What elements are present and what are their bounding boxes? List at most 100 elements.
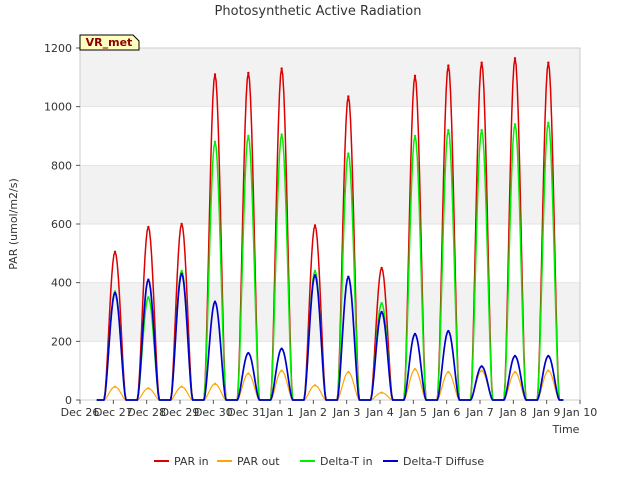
series-line-par-out [96, 368, 564, 401]
peak-point [480, 365, 483, 368]
grid-band [80, 48, 580, 107]
peak-point [280, 133, 283, 136]
peak-point [347, 95, 350, 98]
peak-point [413, 332, 417, 336]
legend-label: PAR in [174, 455, 209, 468]
site-badge: VR_met [79, 34, 140, 51]
peak-point [513, 354, 517, 358]
y-tick-label: 600 [51, 218, 72, 231]
peak-point [347, 152, 350, 155]
peak-point [213, 73, 217, 76]
legend-label: PAR out [237, 455, 280, 468]
peak-point [480, 128, 483, 132]
x-tick-label: Dec 27 [94, 406, 133, 419]
peak-point [180, 269, 183, 273]
peak-point [247, 134, 250, 138]
chart-title: Photosynthetic Active Radiation [215, 4, 422, 19]
peak-point [147, 387, 150, 390]
series-line-par-in [96, 57, 564, 401]
peak-point [113, 385, 117, 388]
peak-point [413, 368, 417, 371]
peak-point [413, 74, 417, 78]
x-tick-label: Jan 1 [265, 406, 293, 419]
x-tick-label: Jan 8 [499, 406, 527, 419]
series-line-delta-t-diffuse [96, 273, 564, 401]
peak-point [547, 121, 550, 125]
peak-point [380, 391, 383, 394]
peak-point [480, 61, 483, 64]
peak-point [213, 140, 217, 144]
peak-point [180, 222, 183, 226]
peak-point [547, 369, 550, 372]
peak-point [147, 296, 150, 299]
peak-point [380, 302, 383, 305]
peak-point [480, 369, 483, 372]
y-tick-label: 800 [51, 159, 72, 172]
peak-point [347, 275, 350, 278]
x-tick-label: Jan 4 [365, 406, 393, 419]
x-tick-label: Dec 29 [161, 406, 200, 419]
x-tick-label: Jan 2 [299, 406, 327, 419]
peak-point [147, 278, 150, 281]
peak-point [313, 269, 317, 273]
x-tick-label: Jan 9 [532, 406, 560, 419]
x-tick-label: Dec 30 [194, 406, 233, 419]
legend: PAR in PAR out Delta-T in Delta-T Diffuse [154, 455, 484, 468]
x-tick-label: Jan 10 [562, 406, 597, 419]
peak-point [247, 372, 250, 375]
peak-point [313, 274, 317, 277]
x-tick-label: Jan 3 [332, 406, 360, 419]
x-tick-label: Dec 26 [61, 406, 100, 419]
y-tick-label: 0 [65, 394, 72, 407]
peak-point [447, 329, 450, 333]
peak-point [247, 351, 250, 355]
x-tick-label: Jan 7 [465, 406, 493, 419]
peak-point [447, 64, 450, 67]
x-tick-label: Dec 31 [227, 406, 266, 419]
y-tick-label: 400 [51, 277, 72, 290]
peak-point [280, 67, 283, 70]
peak-point [547, 354, 550, 358]
y-tick-label: 200 [51, 335, 72, 348]
peak-point [547, 61, 550, 64]
grid-band [80, 282, 580, 342]
y-axis: 0 200 400 600 800 1000 1200 [44, 42, 80, 407]
peak-point [347, 370, 350, 374]
peak-point [513, 123, 517, 126]
peak-point [280, 369, 283, 372]
peak-point [280, 347, 283, 350]
y-axis-title: PAR (umol/m2/s) [7, 178, 20, 270]
peak-point [413, 134, 417, 138]
peak-point [313, 384, 317, 387]
series-line-delta-t-in [96, 122, 564, 401]
peak-point [447, 128, 450, 132]
y-tick-label: 1200 [44, 42, 72, 55]
peak-point [447, 370, 450, 374]
peak-point [113, 250, 117, 254]
series-layer [96, 57, 564, 401]
peak-point [513, 370, 517, 374]
plot-background-bands [80, 48, 580, 342]
peak-point [180, 272, 183, 276]
peak-point [213, 300, 217, 303]
peak-point [380, 310, 383, 314]
x-tick-label: Jan 6 [432, 406, 460, 419]
legend-label: Delta-T in [320, 455, 373, 468]
peak-point [313, 224, 317, 227]
x-tick-label: Dec 28 [127, 406, 166, 419]
peak-point [113, 291, 117, 295]
legend-label: Delta-T Diffuse [403, 455, 484, 468]
peak-point [380, 266, 383, 270]
peak-point [147, 225, 150, 229]
peak-point [247, 71, 250, 75]
x-tick-label: Jan 5 [399, 406, 427, 419]
peak-point [180, 385, 183, 388]
peak-point [213, 382, 217, 386]
x-axis-title: Time [552, 423, 580, 436]
site-badge-label: VR_met [86, 36, 133, 49]
peak-point [513, 57, 517, 60]
y-tick-label: 1000 [44, 101, 72, 114]
grid-band [80, 165, 580, 224]
